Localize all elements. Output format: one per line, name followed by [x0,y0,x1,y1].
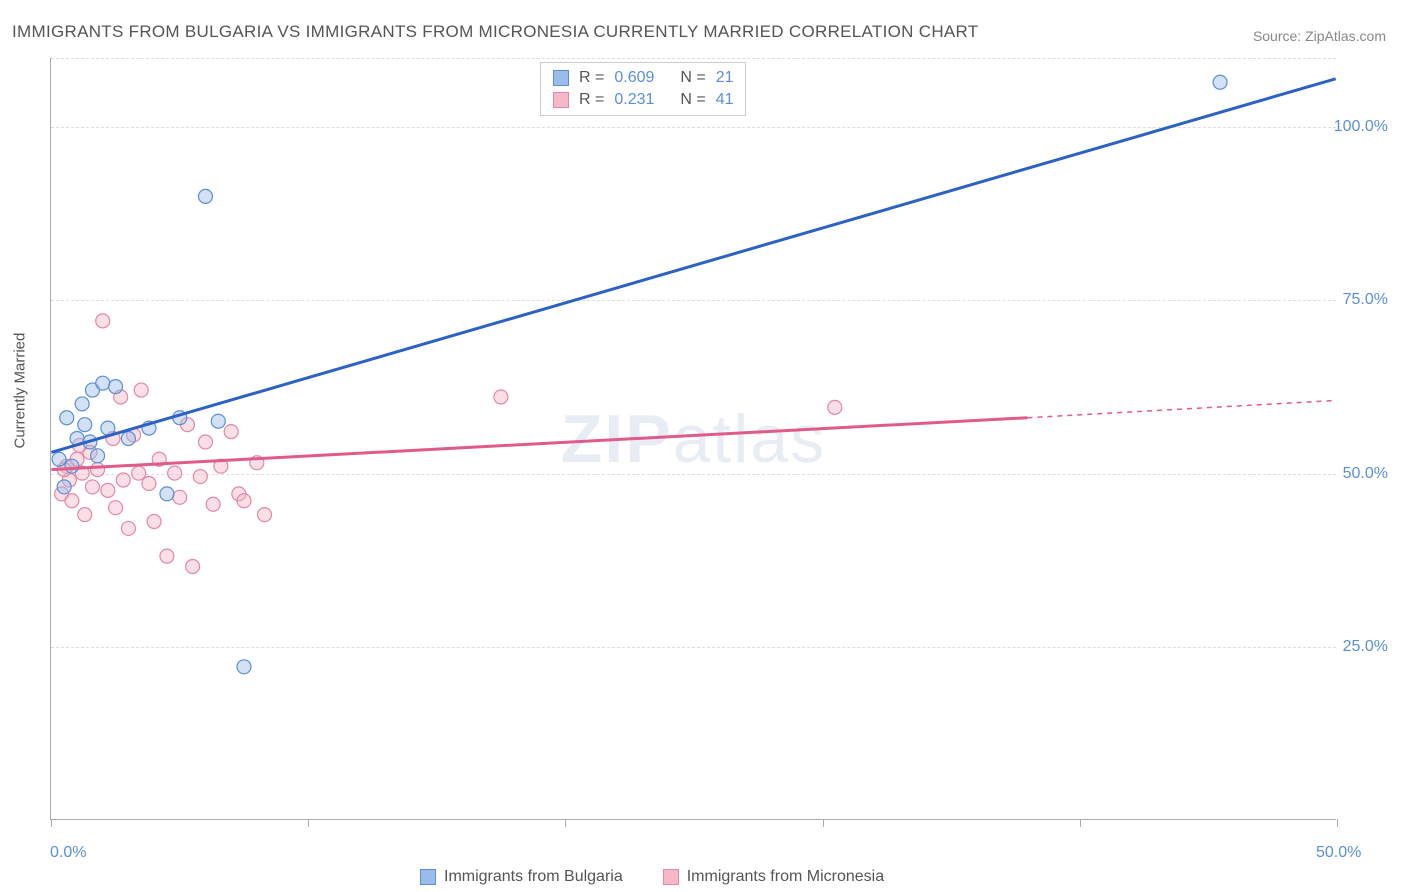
n-value-micronesia: 41 [716,91,734,109]
y-tick-label: 75.0% [1343,291,1388,309]
swatch-bulgaria-icon [553,70,569,86]
y-tick-label: 100.0% [1334,118,1388,136]
swatch-micronesia-icon [553,92,569,108]
legend-label-micronesia: Immigrants from Micronesia [687,868,884,886]
legend-item-micronesia: Immigrants from Micronesia [663,868,884,886]
r-label: R = [579,69,604,87]
y-tick-label: 25.0% [1343,638,1388,656]
legend-correlation-box: R = 0.609 N = 21 R = 0.231 N = 41 [540,62,746,116]
chart-svg [51,58,1336,819]
legend-label-bulgaria: Immigrants from Bulgaria [444,868,623,886]
swatch-bulgaria-icon [420,869,436,885]
legend-bottom: Immigrants from Bulgaria Immigrants from… [420,868,884,886]
r-value-bulgaria: 0.609 [614,69,670,87]
plot-area: ZIPatlas [50,58,1336,820]
n-label: N = [680,91,705,109]
swatch-micronesia-icon [663,869,679,885]
source-label: Source: ZipAtlas.com [1253,28,1386,44]
x-tick-label: 50.0% [1316,844,1361,862]
x-tick-label: 0.0% [50,844,86,862]
n-label: N = [680,69,705,87]
y-axis-label: Currently Married [12,333,29,449]
n-value-bulgaria: 21 [716,69,734,87]
chart-container: IMMIGRANTS FROM BULGARIA VS IMMIGRANTS F… [0,0,1406,892]
y-tick-label: 50.0% [1343,465,1388,483]
legend-row-micronesia: R = 0.231 N = 41 [553,89,733,111]
r-value-micronesia: 0.231 [614,91,670,109]
legend-row-bulgaria: R = 0.609 N = 21 [553,67,733,89]
chart-title: IMMIGRANTS FROM BULGARIA VS IMMIGRANTS F… [12,22,979,42]
legend-item-bulgaria: Immigrants from Bulgaria [420,868,623,886]
r-label: R = [579,91,604,109]
